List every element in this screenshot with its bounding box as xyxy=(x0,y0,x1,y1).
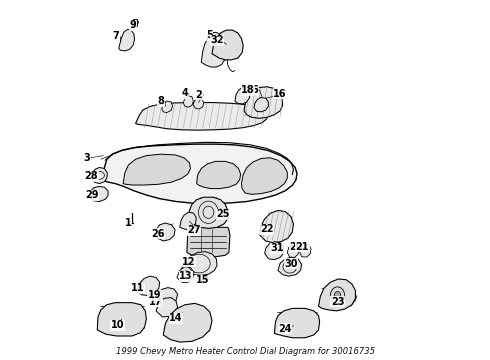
Text: 6: 6 xyxy=(252,85,258,95)
Polygon shape xyxy=(287,244,299,257)
Text: 19: 19 xyxy=(148,291,161,301)
Polygon shape xyxy=(177,267,194,283)
Text: 5: 5 xyxy=(206,31,213,40)
Text: 8: 8 xyxy=(157,96,164,106)
Text: 9: 9 xyxy=(130,20,137,30)
Text: 29: 29 xyxy=(85,190,98,201)
Polygon shape xyxy=(212,30,243,60)
Polygon shape xyxy=(187,227,230,257)
Text: 2: 2 xyxy=(196,90,202,100)
Text: 12: 12 xyxy=(182,257,195,267)
Text: 28: 28 xyxy=(85,171,98,181)
Polygon shape xyxy=(181,252,217,275)
Text: 22: 22 xyxy=(260,225,273,234)
Polygon shape xyxy=(274,309,319,338)
Polygon shape xyxy=(265,242,284,260)
Polygon shape xyxy=(92,167,107,184)
Text: 15: 15 xyxy=(196,275,209,285)
Ellipse shape xyxy=(334,292,341,300)
Polygon shape xyxy=(254,98,269,112)
Text: 23: 23 xyxy=(331,297,344,307)
Polygon shape xyxy=(162,101,172,113)
Polygon shape xyxy=(201,32,226,67)
Polygon shape xyxy=(299,244,311,257)
Polygon shape xyxy=(119,30,135,51)
Polygon shape xyxy=(245,87,283,118)
Text: 32: 32 xyxy=(210,35,224,45)
Text: 3: 3 xyxy=(83,153,90,163)
Ellipse shape xyxy=(203,277,208,282)
Text: 30: 30 xyxy=(284,259,297,269)
Polygon shape xyxy=(242,158,287,194)
Text: 31: 31 xyxy=(270,243,284,253)
Polygon shape xyxy=(259,211,294,243)
Text: 11: 11 xyxy=(131,283,145,293)
Text: 21: 21 xyxy=(295,242,309,252)
Polygon shape xyxy=(163,303,212,342)
Text: 4: 4 xyxy=(181,88,188,98)
Polygon shape xyxy=(193,98,204,109)
Text: 18: 18 xyxy=(241,85,255,95)
Text: 27: 27 xyxy=(187,225,201,235)
Polygon shape xyxy=(196,161,241,189)
Text: 25: 25 xyxy=(217,209,230,219)
Polygon shape xyxy=(137,276,160,296)
Text: 14: 14 xyxy=(170,313,183,323)
Polygon shape xyxy=(235,87,250,104)
Polygon shape xyxy=(318,279,355,311)
Polygon shape xyxy=(180,212,196,229)
Polygon shape xyxy=(183,96,194,107)
Polygon shape xyxy=(156,298,177,317)
Text: 17: 17 xyxy=(149,297,163,307)
Polygon shape xyxy=(89,186,108,202)
Text: 1999 Chevy Metro Heater Control Dial Diagram for 30016735: 1999 Chevy Metro Heater Control Dial Dia… xyxy=(116,347,374,356)
Polygon shape xyxy=(136,103,269,130)
Text: 16: 16 xyxy=(273,89,287,99)
Text: 26: 26 xyxy=(151,229,165,239)
Polygon shape xyxy=(155,223,175,241)
Polygon shape xyxy=(123,154,191,185)
Polygon shape xyxy=(103,144,297,204)
Text: 1: 1 xyxy=(125,218,132,228)
Text: 10: 10 xyxy=(111,320,124,330)
Polygon shape xyxy=(155,288,177,306)
Text: 7: 7 xyxy=(113,31,119,41)
Text: 20: 20 xyxy=(289,242,303,252)
Polygon shape xyxy=(188,197,228,228)
Text: 13: 13 xyxy=(179,271,193,281)
Polygon shape xyxy=(97,303,147,336)
Polygon shape xyxy=(278,257,302,276)
Text: 24: 24 xyxy=(278,324,292,334)
